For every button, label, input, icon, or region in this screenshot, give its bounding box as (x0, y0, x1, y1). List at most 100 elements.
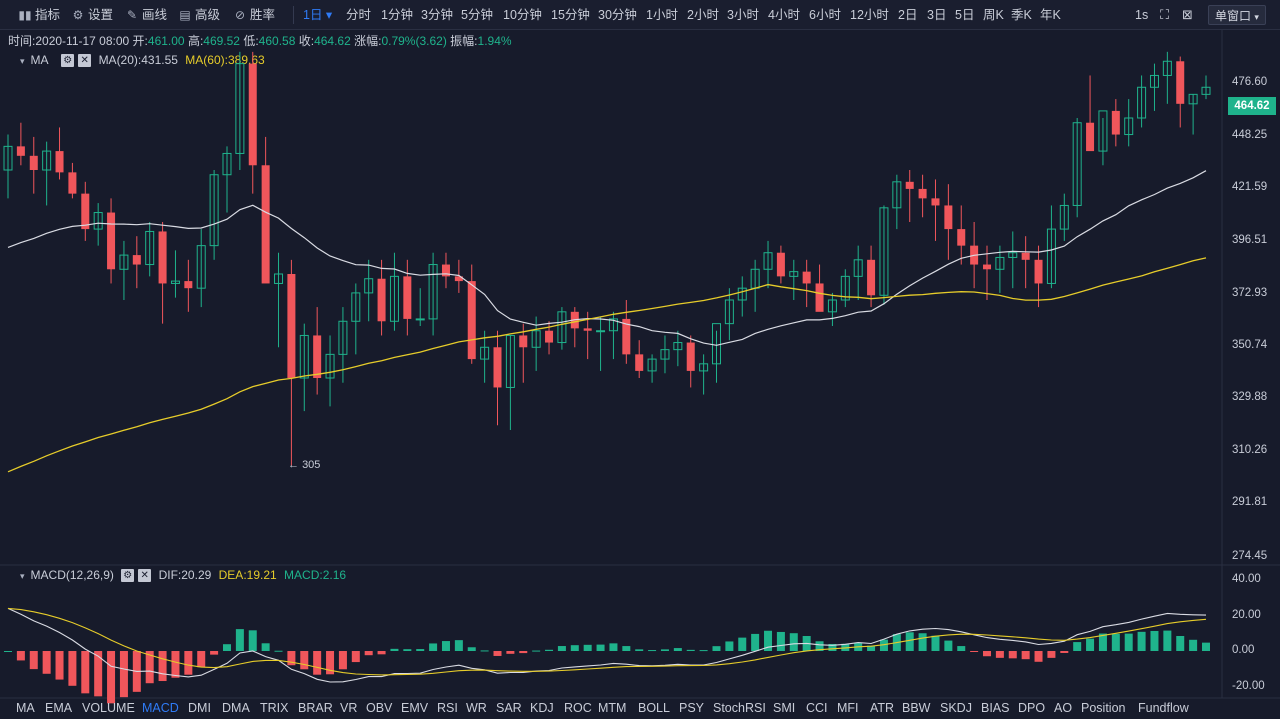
interval-10[interactable]: 3小时 (727, 8, 759, 22)
indicator-tab-macd[interactable]: MACD (142, 701, 179, 715)
candle-body[interactable] (1008, 252, 1018, 258)
candle-body[interactable] (879, 207, 889, 296)
candle-body[interactable] (389, 275, 399, 322)
candle-body[interactable] (1021, 252, 1030, 260)
gear-icon[interactable]: ⚙ (121, 569, 135, 583)
settings-button[interactable]: ⚙ 设置 (72, 8, 114, 22)
candle-body[interactable] (686, 342, 695, 371)
indicator-tab-bbw[interactable]: BBW (902, 701, 931, 715)
candle-body[interactable] (995, 256, 1005, 270)
interval-4[interactable]: 5分钟 (461, 8, 493, 22)
candle-body[interactable] (505, 334, 515, 388)
candle-body[interactable] (1098, 110, 1108, 152)
indicator-tab-boll[interactable]: BOLL (638, 701, 670, 715)
candle-body[interactable] (1034, 259, 1043, 284)
candle-body[interactable] (158, 231, 167, 284)
candle-body[interactable] (42, 150, 52, 171)
candle-body[interactable] (81, 193, 90, 230)
candle-body[interactable] (132, 255, 141, 265)
candle-body[interactable] (3, 145, 13, 171)
indicator-tab-kdj[interactable]: KDJ (530, 701, 554, 715)
interval-13[interactable]: 12小时 (850, 8, 889, 22)
candle-body[interactable] (1086, 122, 1095, 152)
candle-body[interactable] (776, 252, 785, 277)
interval-6[interactable]: 15分钟 (551, 8, 590, 22)
candle-body[interactable] (196, 245, 206, 289)
candle-body[interactable] (622, 318, 631, 355)
indicator-tab-ao[interactable]: AO (1054, 701, 1073, 715)
candle-body[interactable] (403, 276, 412, 319)
candle-body[interactable] (983, 264, 992, 270)
indicator-tab-stochrsi[interactable]: StochRSI (713, 701, 766, 715)
indicator-tab-bias[interactable]: BIAS (981, 701, 1010, 715)
candle-body[interactable] (209, 174, 219, 247)
candle-body[interactable] (93, 212, 103, 230)
interval-2[interactable]: 1分钟 (381, 8, 413, 22)
candle-body[interactable] (55, 151, 64, 173)
interval-15[interactable]: 3日 (927, 8, 947, 22)
candle-body[interactable] (673, 342, 683, 351)
indicator-tab-fundflow[interactable]: Fundflow (1138, 701, 1189, 715)
indicator-tab-psy[interactable]: PSY (679, 701, 705, 715)
candle-body[interactable] (711, 323, 721, 365)
realtime-toggle[interactable]: 1s (1135, 8, 1149, 22)
window-mode-select[interactable]: 单窗口 ▾ (1208, 5, 1266, 25)
winrate-button[interactable]: ⊘ 胜率 (234, 8, 276, 22)
candle-body[interactable] (364, 278, 374, 294)
candle-body[interactable] (545, 330, 554, 343)
indicator-tab-wr[interactable]: WR (466, 701, 487, 715)
candle-body[interactable] (68, 172, 77, 194)
indicator-tab-mtm[interactable]: MTM (598, 701, 627, 715)
indicator-tab-rsi[interactable]: RSI (437, 701, 458, 715)
candle-body[interactable] (235, 63, 245, 154)
candle-body[interactable] (170, 280, 180, 284)
candle-body[interactable] (299, 334, 309, 379)
candle-body[interactable] (1201, 86, 1211, 95)
interval-7[interactable]: 30分钟 (598, 8, 637, 22)
interval-19[interactable]: 年K (1040, 8, 1061, 22)
candle-body[interactable] (737, 287, 747, 301)
collapse-caret-icon[interactable]: ▾ (20, 571, 25, 581)
candle-body[interactable] (596, 330, 606, 333)
interval-17[interactable]: 周K (983, 8, 1004, 22)
indicator-tab-dma[interactable]: DMA (222, 701, 250, 715)
indicator-tab-ema[interactable]: EMA (45, 701, 73, 715)
candle-body[interactable] (107, 212, 116, 270)
candle-body[interactable] (660, 349, 670, 360)
candle-body[interactable] (815, 283, 824, 312)
indicator-tab-dpo[interactable]: DPO (1018, 701, 1046, 715)
candle-body[interactable] (1149, 74, 1159, 88)
candle-body[interactable] (313, 335, 322, 378)
indicator-tab-mfi[interactable]: MFI (837, 701, 859, 715)
interval-12[interactable]: 6小时 (809, 8, 841, 22)
fullscreen-icon[interactable]: ⛶ (1160, 7, 1170, 22)
indicator-tab-ma[interactable]: MA (16, 701, 35, 715)
candle-body[interactable] (377, 278, 386, 322)
candle-body[interactable] (918, 188, 927, 199)
candle-body[interactable] (557, 311, 567, 344)
candle-body[interactable] (892, 181, 902, 209)
interval-8[interactable]: 1小时 (646, 8, 678, 22)
indicator-tab-cci[interactable]: CCI (806, 701, 828, 715)
candle-body[interactable] (287, 274, 296, 378)
candle-body[interactable] (16, 146, 25, 156)
interval-16[interactable]: 5日 (955, 8, 975, 22)
candle-body[interactable] (931, 198, 940, 206)
indicator-tab-obv[interactable]: OBV (366, 701, 393, 715)
candle-body[interactable] (248, 63, 257, 166)
candle-body[interactable] (454, 276, 463, 282)
gear-icon[interactable]: ⚙ (61, 54, 75, 68)
candle-body[interactable] (1072, 122, 1082, 206)
candle-body[interactable] (789, 271, 799, 277)
indicator-tab-emv[interactable]: EMV (401, 701, 429, 715)
indicator-tab-volume[interactable]: VOLUME (82, 701, 135, 715)
close-icon[interactable]: ✕ (138, 569, 152, 583)
interval-0[interactable]: 1日 ▾ (303, 8, 333, 22)
interval-1[interactable]: 分时 (346, 8, 372, 22)
candle-body[interactable] (608, 318, 618, 332)
candle-body[interactable] (145, 230, 155, 266)
indicator-tab-atr[interactable]: ATR (870, 701, 895, 715)
candle-body[interactable] (531, 330, 541, 348)
candle-body[interactable] (415, 318, 425, 321)
